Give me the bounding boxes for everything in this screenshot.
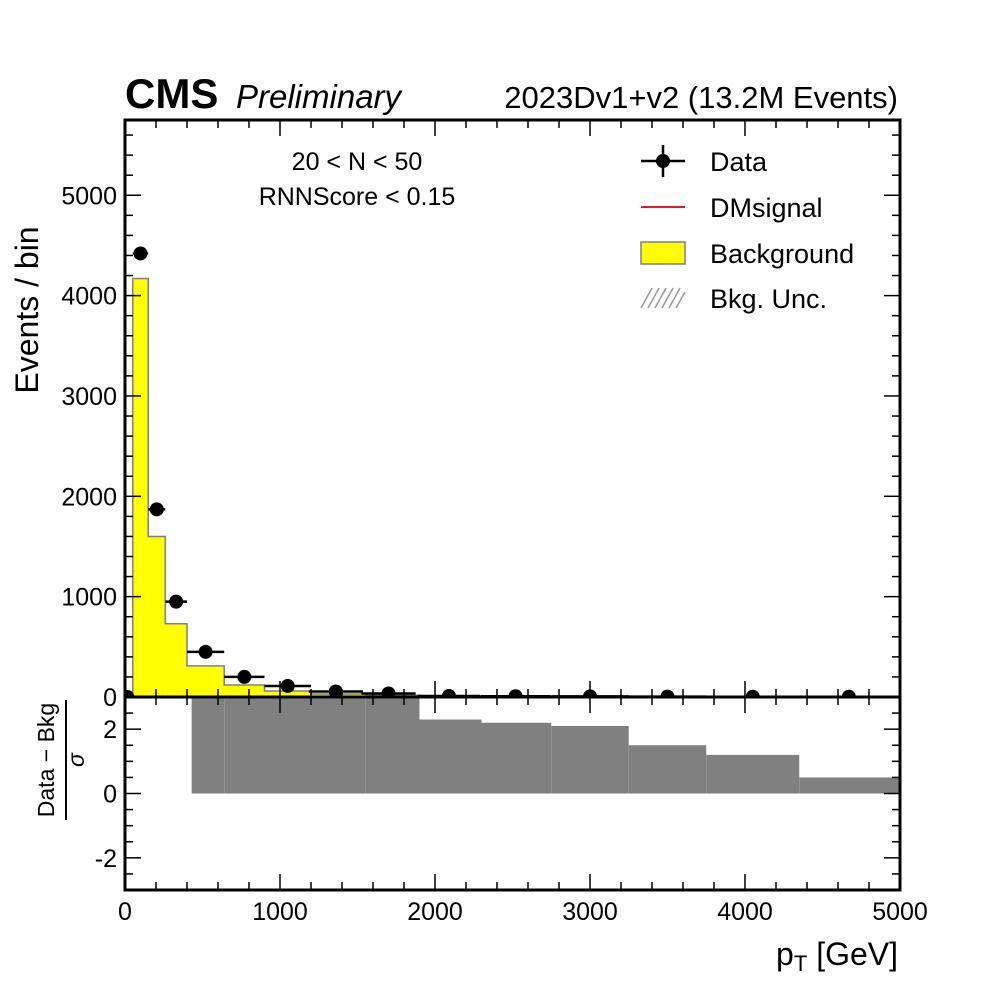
ratio-bar bbox=[551, 725, 629, 794]
selection-annotation-2: RNNScore < 0.15 bbox=[259, 183, 456, 211]
ratio-bar bbox=[191, 697, 225, 794]
legend: Data DMsignal Background Bkg. Unc. bbox=[640, 145, 854, 314]
ratio-y-axis-label: Data − Bkg σ bbox=[33, 700, 89, 820]
ratio-y-tick-label: 0 bbox=[103, 781, 117, 809]
data-point bbox=[169, 594, 184, 609]
legend-entry-uncertainty: Bkg. Unc. bbox=[640, 284, 827, 314]
data-point bbox=[841, 689, 856, 697]
data-point bbox=[328, 684, 343, 697]
y-tick-label: 5000 bbox=[61, 182, 117, 210]
x-tick-label: 5000 bbox=[872, 898, 928, 926]
data-point bbox=[125, 690, 135, 697]
ratio-bar bbox=[706, 754, 800, 794]
legend-label-uncertainty: Bkg. Unc. bbox=[710, 284, 827, 314]
y-tick-label: 3000 bbox=[61, 383, 117, 411]
x-tick-label: 3000 bbox=[562, 898, 618, 926]
data-point bbox=[133, 246, 148, 261]
ratio-bar bbox=[264, 697, 311, 794]
ratio-bar bbox=[419, 719, 482, 794]
y-tick-label: 1000 bbox=[61, 584, 117, 612]
x-axis-label: pT [GeV] bbox=[776, 936, 898, 976]
x-tick-label: 0 bbox=[118, 898, 132, 926]
selection-annotation-1: 20 < N < 50 bbox=[292, 148, 423, 176]
y-tick-label: 4000 bbox=[61, 283, 117, 311]
legend-entry-signal: DMsignal bbox=[641, 193, 823, 223]
legend-entry-data: Data bbox=[641, 145, 768, 177]
data-point bbox=[149, 502, 164, 517]
legend-background-swatch bbox=[640, 241, 686, 265]
background-bar bbox=[165, 623, 187, 697]
ratio-y-tick-label: 2 bbox=[103, 716, 117, 744]
background-bar bbox=[148, 536, 166, 697]
main-plot-area bbox=[125, 246, 900, 697]
legend-label-data: Data bbox=[710, 147, 768, 177]
legend-data-marker bbox=[656, 154, 670, 168]
experiment-label: CMS bbox=[125, 70, 218, 117]
data-point bbox=[508, 689, 523, 697]
background-bar bbox=[264, 690, 311, 697]
data-point bbox=[280, 678, 295, 693]
ratio-y-tick-label: -2 bbox=[95, 845, 117, 873]
y-tick-label: 2000 bbox=[61, 483, 117, 511]
status-label: Preliminary bbox=[236, 78, 404, 115]
ratio-bar bbox=[224, 697, 265, 794]
ratio-ylabel-denominator: σ bbox=[63, 752, 89, 767]
y-tick-label: 0 bbox=[103, 684, 117, 712]
data-point bbox=[745, 689, 760, 697]
ratio-ylabel-numerator: Data − Bkg bbox=[33, 703, 59, 817]
data-point bbox=[441, 688, 456, 697]
background-bar bbox=[224, 684, 265, 697]
background-bar bbox=[132, 278, 149, 697]
legend-label-background: Background bbox=[710, 239, 854, 269]
ratio-bar bbox=[481, 722, 552, 794]
ratio-bar bbox=[365, 697, 420, 794]
background-outline bbox=[125, 277, 900, 697]
data-point bbox=[198, 644, 213, 659]
x-tick-label: 4000 bbox=[717, 898, 773, 926]
ratio-bar bbox=[799, 777, 900, 794]
legend-label-signal: DMsignal bbox=[710, 193, 823, 223]
dataset-label: 2023Dv1+v2 (13.2M Events) bbox=[504, 80, 898, 115]
ratio-plot-area bbox=[191, 697, 900, 794]
ratio-panel: 0 1000 2000 3000 4000 5000-202 bbox=[95, 695, 928, 926]
data-point bbox=[381, 686, 396, 697]
data-point bbox=[237, 669, 252, 684]
x-tick-label: 1000 bbox=[252, 898, 308, 926]
legend-uncertainty-hatch bbox=[640, 287, 686, 309]
x-tick-label: 2000 bbox=[407, 898, 463, 926]
legend-entry-background: Background bbox=[640, 239, 854, 269]
ratio-bar bbox=[628, 745, 707, 794]
data-point bbox=[660, 689, 675, 697]
ratio-bar bbox=[311, 697, 366, 794]
y-axis-label: Events / bin bbox=[9, 226, 45, 393]
